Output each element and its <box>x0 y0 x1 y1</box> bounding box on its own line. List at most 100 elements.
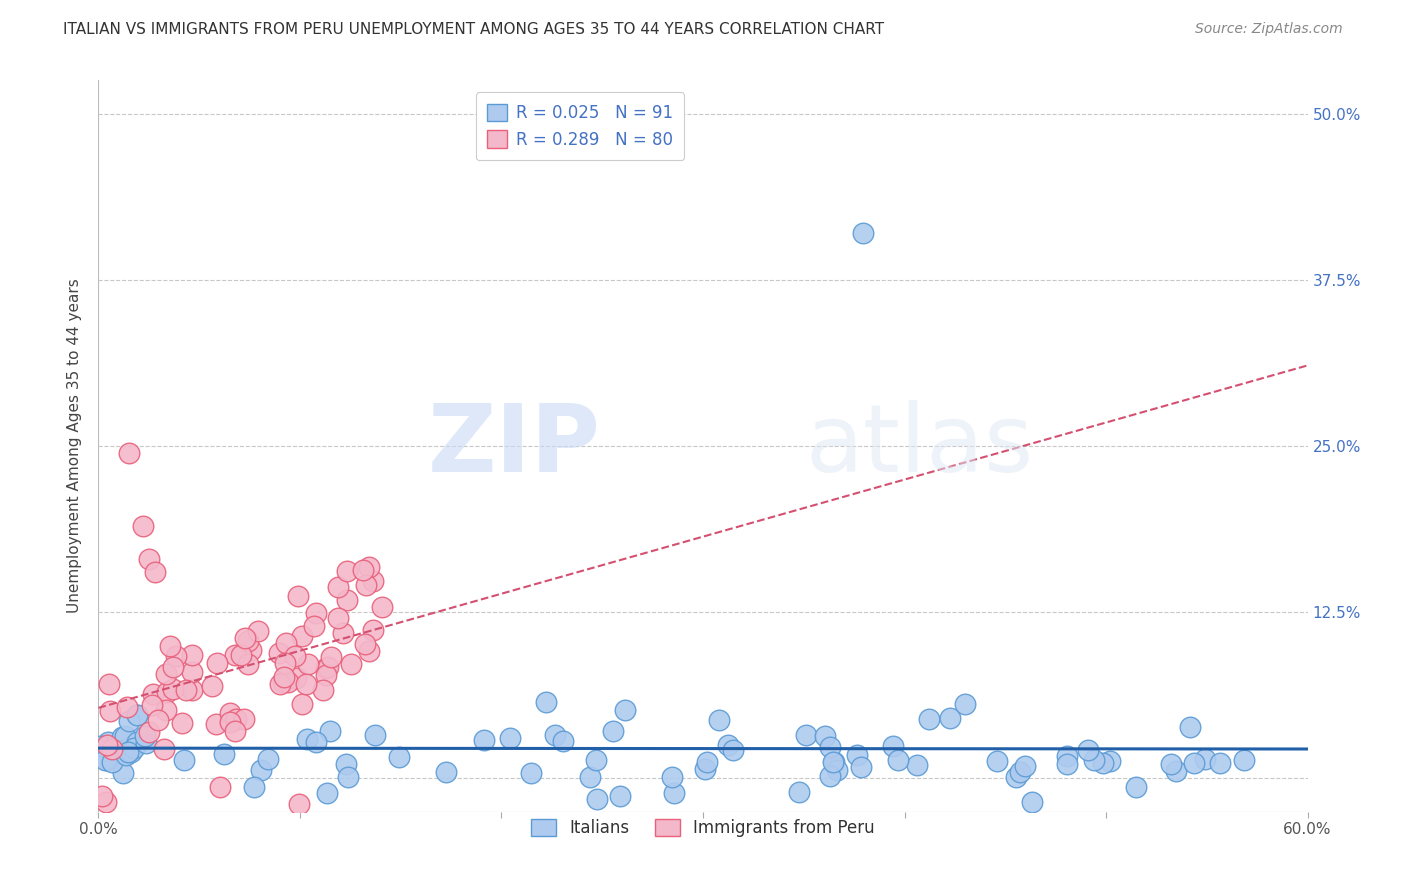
Point <box>201 679 224 693</box>
Point <box>1166 764 1188 778</box>
Point <box>953 698 976 712</box>
Point <box>695 762 717 776</box>
Point <box>371 599 394 614</box>
Point <box>918 712 941 726</box>
Point <box>336 564 359 578</box>
Point <box>939 710 962 724</box>
Point <box>135 736 157 750</box>
Point <box>1091 756 1114 770</box>
Point <box>305 606 328 620</box>
Point <box>613 702 636 716</box>
Point <box>707 713 730 727</box>
Point <box>96 753 118 767</box>
Point <box>170 716 193 731</box>
Point <box>315 661 337 675</box>
Point <box>851 760 873 774</box>
Point <box>138 552 160 566</box>
Point <box>118 445 141 459</box>
Point <box>818 769 841 783</box>
Point <box>585 753 607 767</box>
Point <box>499 731 522 745</box>
Point <box>127 707 149 722</box>
Point <box>141 698 163 712</box>
Point <box>285 671 308 685</box>
Point <box>127 708 149 723</box>
Point <box>388 750 411 764</box>
Point <box>1209 756 1232 770</box>
Point <box>1056 757 1078 772</box>
Text: ZIP: ZIP <box>427 400 600 492</box>
Point <box>1180 720 1202 734</box>
Point <box>127 735 149 749</box>
Point <box>111 730 134 744</box>
Point <box>1004 770 1026 784</box>
Legend: Italians, Immigrants from Peru: Italians, Immigrants from Peru <box>524 812 882 844</box>
Point <box>146 713 169 727</box>
Point <box>336 592 359 607</box>
Point <box>181 682 204 697</box>
Point <box>134 729 156 743</box>
Point <box>553 734 575 748</box>
Point <box>1008 764 1031 779</box>
Text: ITALIAN VS IMMIGRANTS FROM PERU UNEMPLOYMENT AMONG AGES 35 TO 44 YEARS CORRELATI: ITALIAN VS IMMIGRANTS FROM PERU UNEMPLOY… <box>63 22 884 37</box>
Point <box>97 734 120 748</box>
Point <box>434 765 457 780</box>
Point <box>120 745 142 759</box>
Point <box>821 755 844 769</box>
Point <box>579 770 602 784</box>
Point <box>717 738 740 752</box>
Point <box>302 619 325 633</box>
Point <box>315 668 337 682</box>
Point <box>250 763 273 777</box>
Point <box>162 660 184 674</box>
Point <box>269 646 291 660</box>
Point <box>97 677 120 691</box>
Text: atlas: atlas <box>806 400 1033 492</box>
Point <box>284 649 307 664</box>
Point <box>93 753 115 767</box>
Point <box>882 739 904 753</box>
Point <box>335 756 357 771</box>
Point <box>1182 756 1205 770</box>
Point <box>315 786 337 800</box>
Point <box>224 648 246 662</box>
Point <box>326 611 349 625</box>
Point <box>114 744 136 758</box>
Point <box>305 735 328 749</box>
Point <box>117 745 139 759</box>
Point <box>354 578 377 592</box>
Point <box>602 724 624 739</box>
Point <box>90 739 112 754</box>
Point <box>236 657 259 671</box>
Point <box>852 226 875 240</box>
Point <box>204 716 226 731</box>
Y-axis label: Unemployment Among Ages 35 to 44 years: Unemployment Among Ages 35 to 44 years <box>67 278 83 614</box>
Point <box>122 740 145 755</box>
Point <box>243 780 266 795</box>
Point <box>101 739 124 754</box>
Point <box>173 753 195 767</box>
Point <box>233 712 256 726</box>
Point <box>297 657 319 671</box>
Point <box>269 677 291 691</box>
Point <box>1083 752 1105 766</box>
Point <box>544 728 567 742</box>
Point <box>534 695 557 709</box>
Point <box>118 714 141 729</box>
Point <box>354 637 377 651</box>
Point <box>238 634 260 648</box>
Point <box>114 748 136 763</box>
Point <box>90 789 112 804</box>
Point <box>224 724 246 739</box>
Point <box>332 626 354 640</box>
Point <box>153 741 176 756</box>
Point <box>155 685 177 699</box>
Point <box>1014 758 1036 772</box>
Point <box>1125 780 1147 794</box>
Point <box>520 766 543 780</box>
Point <box>273 657 295 671</box>
Point <box>155 703 177 717</box>
Point <box>159 640 181 654</box>
Point <box>827 763 849 777</box>
Point <box>796 728 818 742</box>
